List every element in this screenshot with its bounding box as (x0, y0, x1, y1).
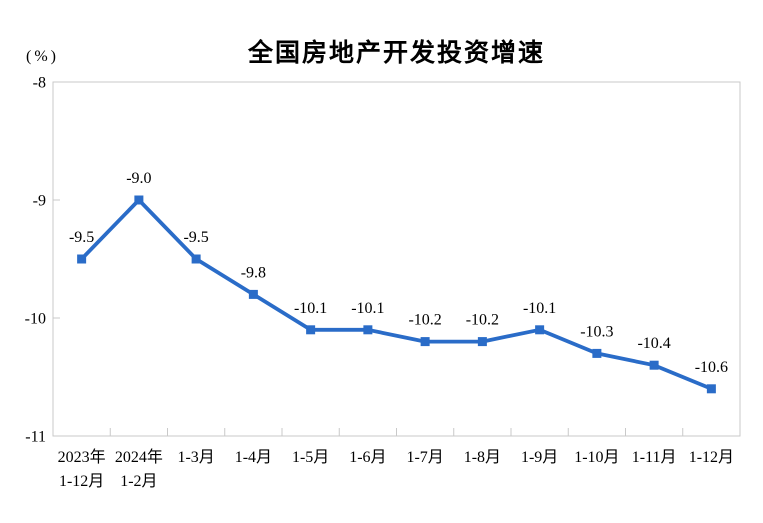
data-point-marker (306, 325, 316, 335)
y-axis-unit-label: (%) (26, 48, 59, 65)
data-point-marker (420, 337, 430, 347)
plot-border (52, 81, 741, 437)
y-axis-tick-label: -10 (25, 311, 46, 328)
data-point-label: -10.6 (695, 359, 728, 376)
x-axis-label: 1-9月 (521, 449, 558, 466)
data-point-marker (592, 348, 602, 358)
x-axis-label: 1-11月 (632, 449, 677, 466)
data-point-marker (134, 195, 144, 205)
data-point-marker (363, 325, 373, 335)
data-point-label: -9.8 (241, 264, 266, 281)
data-point-label: -9.0 (126, 170, 151, 187)
data-point-label: -10.2 (408, 312, 441, 329)
chart-title: 全国房地产开发投资增速 (247, 40, 545, 67)
data-point-label: -10.2 (466, 312, 499, 329)
data-point-marker (248, 289, 258, 299)
data-point-marker (706, 384, 716, 394)
data-point-label: -9.5 (69, 229, 94, 246)
x-axis-label: 1-10月 (574, 449, 619, 466)
data-point-marker (649, 360, 659, 370)
data-point-marker (535, 325, 545, 335)
data-point-label: -9.5 (183, 229, 208, 246)
x-axis-label: 1-12月 (689, 449, 734, 466)
x-axis-label: 1-3月 (177, 449, 214, 466)
data-point-label: -10.1 (294, 300, 327, 317)
data-point-marker (77, 254, 87, 264)
x-axis-label: 2023年 1-12月 (58, 448, 106, 490)
data-point-label: -10.1 (523, 300, 556, 317)
data-point-label: -10.1 (351, 300, 384, 317)
x-axis-label: 1-5月 (292, 449, 329, 466)
data-point-marker (191, 254, 201, 264)
x-axis-label: 1-7月 (406, 449, 443, 466)
data-point-label: -10.4 (637, 335, 670, 352)
x-axis-label: 2024年 1-2月 (115, 448, 163, 490)
data-point-marker (477, 337, 487, 347)
x-axis-label: 1-8月 (464, 449, 501, 466)
data-point-label: -10.3 (580, 323, 613, 340)
series-line (79, 198, 714, 391)
y-axis-tick-label: -9 (33, 193, 46, 210)
x-axis-label: 1-6月 (349, 449, 386, 466)
x-axis-label: 1-4月 (235, 449, 272, 466)
y-axis-tick-label: -8 (33, 75, 46, 92)
y-axis-tick-label: -11 (25, 429, 46, 446)
